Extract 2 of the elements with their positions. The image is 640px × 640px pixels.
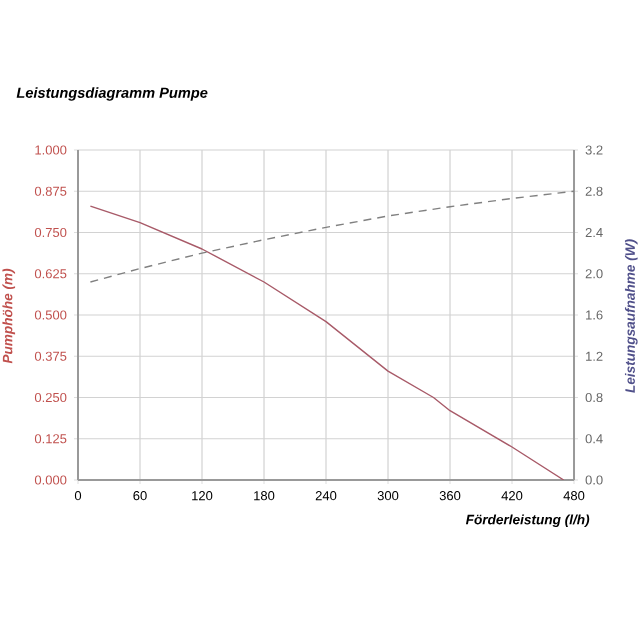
line-series — [89, 190, 575, 283]
line-series — [89, 205, 565, 480]
